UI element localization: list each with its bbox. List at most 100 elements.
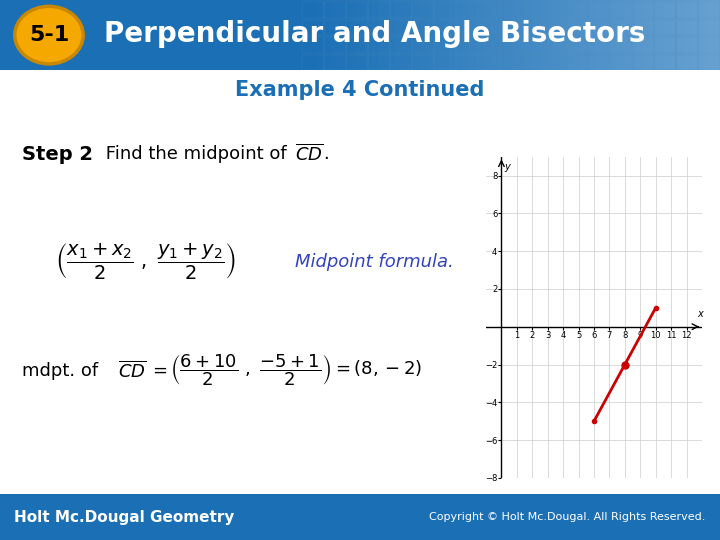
Bar — [525, 0, 532, 70]
Bar — [588, 55, 610, 70]
Text: 5-1: 5-1 — [29, 25, 69, 45]
Bar — [504, 0, 511, 70]
Text: =: = — [152, 362, 167, 380]
Bar — [644, 0, 650, 70]
Bar — [602, 0, 608, 70]
Bar — [588, 2, 610, 17]
Bar — [566, 19, 588, 35]
Bar — [365, 0, 372, 70]
Bar — [434, 37, 456, 52]
Bar — [500, 19, 522, 35]
Bar — [478, 19, 500, 35]
Bar — [498, 0, 504, 70]
Bar — [544, 55, 566, 70]
Bar — [390, 2, 412, 17]
Bar — [325, 19, 346, 35]
Bar — [434, 2, 456, 17]
Bar — [629, 0, 636, 70]
Text: y: y — [505, 163, 510, 172]
Bar — [478, 2, 500, 17]
Bar — [610, 37, 631, 52]
Bar — [588, 0, 595, 70]
Bar — [302, 19, 324, 35]
Bar — [346, 19, 368, 35]
Bar — [610, 2, 631, 17]
Bar — [522, 19, 544, 35]
Bar — [477, 0, 483, 70]
Bar — [678, 0, 685, 70]
Bar — [325, 2, 346, 17]
Bar — [610, 19, 631, 35]
Bar — [372, 0, 379, 70]
Text: $\overline{CD}$: $\overline{CD}$ — [118, 360, 146, 381]
Bar — [302, 55, 324, 70]
Bar — [654, 37, 675, 52]
Bar — [456, 2, 478, 17]
Bar — [390, 37, 412, 52]
Bar — [616, 0, 623, 70]
Bar — [567, 0, 574, 70]
Bar — [469, 0, 477, 70]
Bar — [420, 0, 428, 70]
Bar — [407, 0, 414, 70]
Text: $\overline{CD}$: $\overline{CD}$ — [295, 144, 323, 165]
Bar — [522, 2, 544, 17]
Bar — [500, 37, 522, 52]
Bar — [698, 19, 719, 35]
Bar — [566, 37, 588, 52]
Text: Holt Mc.Dougal Geometry: Holt Mc.Dougal Geometry — [14, 510, 235, 524]
Bar — [518, 0, 525, 70]
Bar — [574, 0, 581, 70]
Bar — [413, 55, 434, 70]
Bar — [346, 2, 368, 17]
Bar — [532, 0, 539, 70]
Bar — [706, 0, 713, 70]
Bar — [302, 0, 310, 70]
Bar — [522, 55, 544, 70]
Bar — [636, 0, 644, 70]
Bar — [435, 0, 441, 70]
Bar — [478, 55, 500, 70]
Bar — [650, 0, 657, 70]
Bar — [623, 0, 629, 70]
Bar — [581, 0, 588, 70]
Text: Perpendicular and Angle Bisectors: Perpendicular and Angle Bisectors — [104, 19, 646, 48]
Bar — [560, 0, 567, 70]
Bar — [544, 2, 566, 17]
Bar — [654, 19, 675, 35]
Text: Midpoint formula.: Midpoint formula. — [295, 253, 454, 272]
Bar — [344, 0, 351, 70]
Bar — [434, 19, 456, 35]
Bar — [323, 0, 330, 70]
Bar — [632, 37, 654, 52]
Bar — [539, 0, 546, 70]
Bar — [325, 37, 346, 52]
Bar — [456, 55, 478, 70]
Text: Step 2: Step 2 — [22, 145, 93, 164]
Bar — [698, 37, 719, 52]
Bar — [522, 37, 544, 52]
Bar — [500, 2, 522, 17]
Bar — [369, 55, 390, 70]
Bar — [676, 55, 698, 70]
Bar — [610, 55, 631, 70]
Bar — [390, 19, 412, 35]
Bar — [632, 19, 654, 35]
Bar — [449, 0, 456, 70]
Bar — [316, 0, 323, 70]
Bar — [386, 0, 393, 70]
Bar — [588, 19, 610, 35]
Bar — [358, 0, 365, 70]
Bar — [632, 2, 654, 17]
Bar — [511, 0, 518, 70]
Bar — [698, 2, 719, 17]
Bar — [379, 0, 386, 70]
Bar — [346, 55, 368, 70]
Bar — [713, 0, 720, 70]
Bar — [325, 55, 346, 70]
Bar — [400, 0, 407, 70]
Bar — [544, 37, 566, 52]
Bar — [632, 55, 654, 70]
Bar — [671, 0, 678, 70]
Bar — [346, 37, 368, 52]
